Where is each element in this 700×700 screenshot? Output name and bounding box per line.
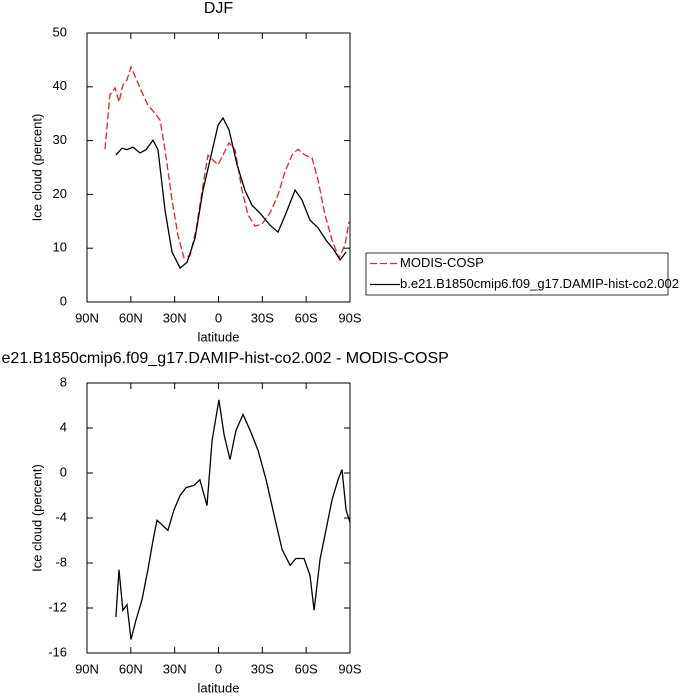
legend-label: MODIS-COSP [400, 255, 484, 270]
data-line [115, 116, 347, 270]
x-axis-label: latitude [198, 680, 240, 695]
y-tick-label: -12 [48, 599, 67, 614]
x-tick-label: 90S [338, 661, 361, 676]
plot-frame [86, 32, 351, 303]
x-tick-label: 30N [163, 661, 187, 676]
y-tick-label: -4 [55, 509, 67, 524]
y-tick-label: 10 [53, 240, 67, 255]
y-tick-label: -8 [55, 554, 67, 569]
y-tick-label: 50 [53, 24, 67, 39]
x-tick-label: 90N [75, 310, 99, 325]
x-axis-label: latitude [198, 329, 240, 344]
x-tick-label: 0 [215, 661, 222, 676]
chart-title: DJF [204, 0, 234, 17]
data-line [104, 65, 350, 260]
y-tick-label: 40 [53, 78, 67, 93]
x-tick-label: 60N [119, 661, 143, 676]
legend-label: b.e21.B1850cmip6.f09_g17.DAMIP-hist-co2.… [400, 276, 679, 291]
y-tick-label: 4 [60, 419, 67, 434]
y-axis-label: Ice cloud (percent) [29, 114, 44, 222]
x-tick-label: 60S [295, 661, 318, 676]
x-tick-label: 90N [75, 661, 99, 676]
x-tick-label: 0 [215, 310, 222, 325]
y-tick-label: 20 [53, 186, 67, 201]
legend-box [365, 252, 669, 296]
plot-frame [86, 382, 351, 654]
y-axis-label: Ice cloud (percent) [29, 464, 44, 572]
y-tick-label: -16 [48, 644, 67, 659]
chart-title: b.e21.B1850cmip6.f09_g17.DAMIP-hist-co2.… [0, 350, 449, 367]
y-tick-label: 0 [60, 464, 67, 479]
y-tick-label: 30 [53, 132, 67, 147]
x-tick-label: 30N [163, 310, 187, 325]
x-tick-label: 60S [295, 310, 318, 325]
x-tick-label: 30S [251, 661, 274, 676]
x-tick-label: 90S [338, 310, 361, 325]
x-tick-label: 30S [251, 310, 274, 325]
y-tick-label: 8 [60, 374, 67, 389]
data-line [115, 399, 351, 640]
x-tick-label: 60N [119, 310, 143, 325]
y-tick-label: 0 [60, 293, 67, 308]
